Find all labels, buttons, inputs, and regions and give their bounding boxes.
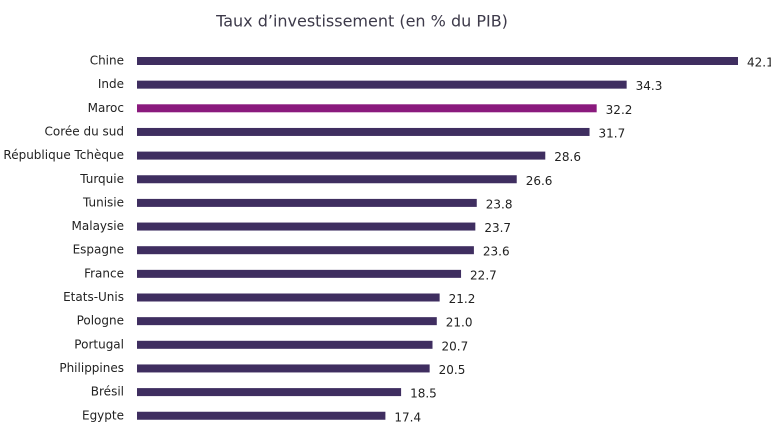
y-tick-label: Inde xyxy=(98,77,124,91)
chart-title: Taux d’investissement (en % du PIB) xyxy=(215,12,508,31)
value-label: 26.6 xyxy=(526,174,553,188)
bar xyxy=(137,127,590,136)
bar xyxy=(137,269,462,278)
bar xyxy=(137,411,386,420)
y-tick-label: Egypte xyxy=(82,408,124,422)
value-label: 23.8 xyxy=(486,197,513,211)
bar xyxy=(137,246,474,255)
bar xyxy=(137,293,440,302)
bar xyxy=(137,222,476,231)
value-label: 22.7 xyxy=(470,268,497,282)
bar xyxy=(137,364,430,373)
value-label: 21.0 xyxy=(446,316,473,330)
y-tick-label: Malaysie xyxy=(72,219,124,233)
bar xyxy=(137,198,477,207)
y-tick-label: Espagne xyxy=(73,243,124,257)
bar xyxy=(137,175,517,184)
y-tick-label: Pologne xyxy=(77,314,124,328)
value-label: 28.6 xyxy=(554,150,581,164)
value-label: 34.3 xyxy=(636,79,663,93)
bar xyxy=(137,317,437,326)
y-tick-label: Tunisie xyxy=(82,195,124,209)
bar xyxy=(137,104,597,113)
bar xyxy=(137,340,433,349)
y-tick-label: Corée du sud xyxy=(45,124,124,138)
value-label: 42.1 xyxy=(747,56,771,70)
y-tick-label: France xyxy=(84,266,124,280)
value-label: 17.4 xyxy=(394,410,421,423)
y-tick-label: Etats-Unis xyxy=(63,290,124,304)
value-label: 21.2 xyxy=(449,292,476,306)
y-tick-label: République Tchèque xyxy=(3,148,124,162)
value-label: 20.7 xyxy=(442,339,469,353)
bar xyxy=(137,80,627,89)
y-tick-label: Portugal xyxy=(74,337,124,351)
y-tick-label: Chine xyxy=(90,54,124,68)
y-tick-label: Turquie xyxy=(79,172,124,186)
value-label: 18.5 xyxy=(410,387,437,401)
value-label: 32.2 xyxy=(606,103,633,117)
value-label: 31.7 xyxy=(599,126,626,140)
value-label: 23.7 xyxy=(484,221,511,235)
y-tick-label: Maroc xyxy=(88,101,124,115)
value-label: 23.6 xyxy=(483,245,510,259)
value-label: 20.5 xyxy=(439,363,466,377)
y-tick-label: Philippines xyxy=(59,361,124,375)
bar xyxy=(137,57,738,65)
y-tick-label: Brésil xyxy=(91,385,124,399)
bar xyxy=(137,151,546,160)
bar xyxy=(137,388,402,397)
